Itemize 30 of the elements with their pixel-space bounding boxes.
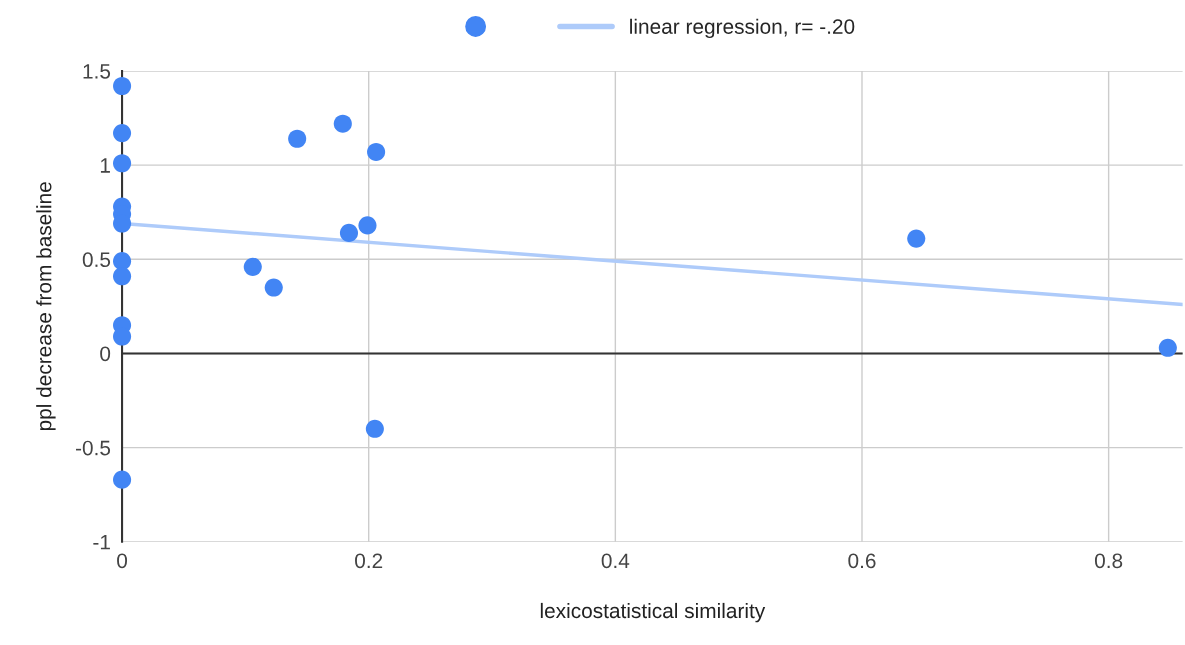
x-tick-label: 0.8 xyxy=(1094,553,1123,569)
point xyxy=(113,267,132,286)
point xyxy=(367,142,386,161)
point xyxy=(113,252,132,271)
point xyxy=(113,154,132,173)
point xyxy=(339,223,359,242)
y-tick-label: 0.5 xyxy=(82,252,111,268)
point xyxy=(264,278,283,297)
x-tick-label: 0.6 xyxy=(848,553,876,569)
legend-label: linear regression, r= -.20 xyxy=(630,18,855,39)
x-tick-label: 0.2 xyxy=(355,553,383,569)
point xyxy=(113,470,132,489)
point xyxy=(243,257,262,276)
point xyxy=(358,216,377,235)
y-axis-title: ppl decrease from baseline xyxy=(36,182,56,431)
x-tick-label: 0 xyxy=(117,553,128,569)
point xyxy=(113,124,132,143)
x-axis-title: lexicostatistical similarity xyxy=(540,602,766,623)
y-tick-label: 1 xyxy=(100,158,110,173)
point xyxy=(907,229,926,248)
y-tick-label: 0 xyxy=(100,346,111,362)
y-tick-label: -0.5 xyxy=(75,440,111,456)
point xyxy=(1158,338,1177,357)
point xyxy=(113,76,132,96)
y-tick-label: -1 xyxy=(93,535,110,550)
y-tick-label: 1.5 xyxy=(83,64,111,79)
point xyxy=(288,129,307,148)
point xyxy=(333,114,352,133)
x-tick-label: 0.4 xyxy=(601,553,630,569)
point xyxy=(365,419,384,438)
